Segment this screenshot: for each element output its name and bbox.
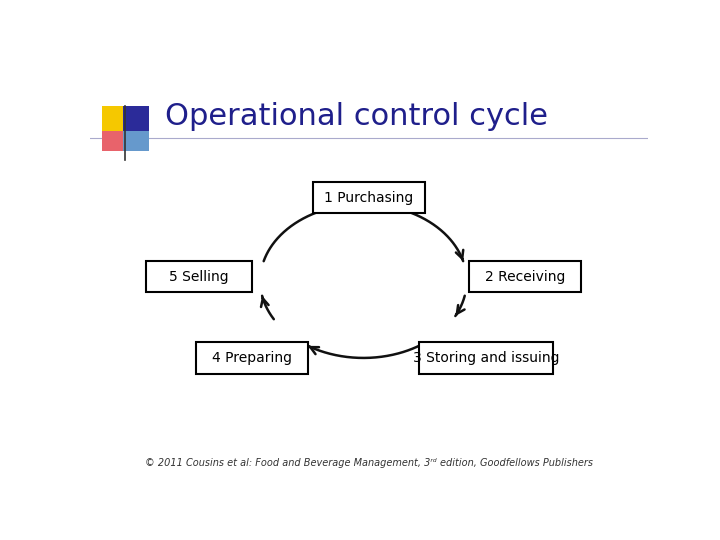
Bar (102, 106, 127, 131)
Text: 1 Purchasing: 1 Purchasing (325, 191, 413, 205)
Text: 4 Preparing: 4 Preparing (212, 351, 292, 365)
Bar (124, 106, 148, 131)
Text: Operational control cycle: Operational control cycle (166, 102, 549, 131)
Text: 3 Storing and issuing: 3 Storing and issuing (413, 351, 559, 365)
Text: 5 Selling: 5 Selling (169, 270, 229, 284)
Bar (145, 261, 252, 293)
Bar (102, 131, 127, 151)
Bar (124, 131, 148, 151)
Text: 2 Receiving: 2 Receiving (485, 270, 565, 284)
Bar (419, 342, 553, 374)
Bar (469, 261, 581, 293)
Text: © 2011 Cousins et al: Food and Beverage Management, 3ʳᵈ edition, Goodfellows Pub: © 2011 Cousins et al: Food and Beverage … (145, 458, 593, 468)
Bar (313, 183, 425, 213)
Bar (196, 342, 307, 374)
